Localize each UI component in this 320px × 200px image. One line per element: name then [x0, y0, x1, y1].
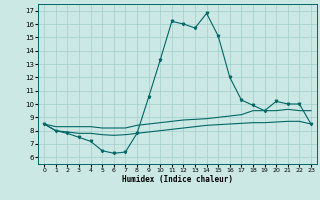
X-axis label: Humidex (Indice chaleur): Humidex (Indice chaleur) [122, 175, 233, 184]
